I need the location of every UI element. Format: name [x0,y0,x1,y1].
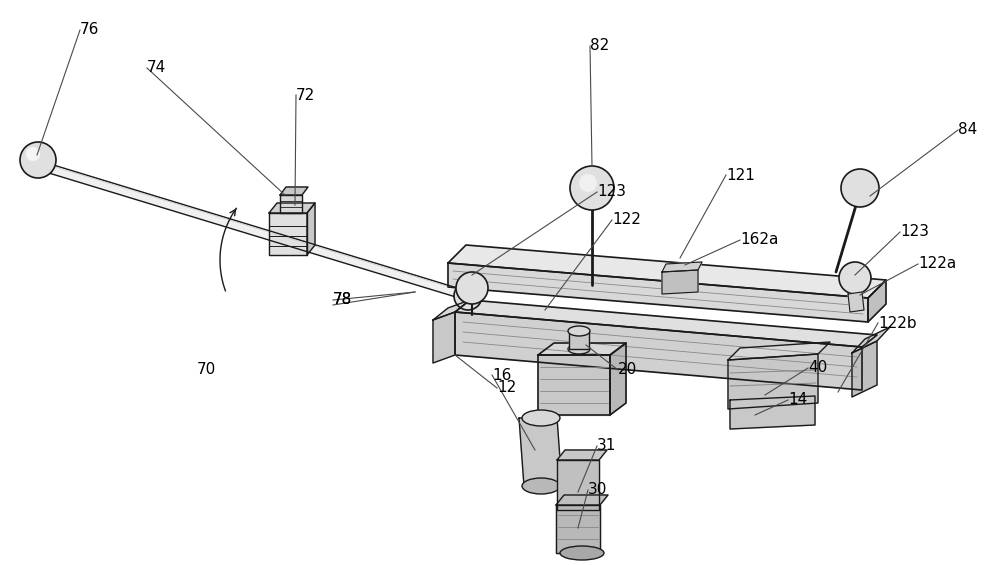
Text: 76: 76 [80,23,99,37]
Polygon shape [728,354,818,409]
Circle shape [20,142,56,178]
Polygon shape [307,203,315,255]
Polygon shape [662,270,698,294]
Circle shape [454,282,482,310]
Text: 20: 20 [618,363,637,377]
Polygon shape [662,262,702,272]
Polygon shape [433,300,470,320]
Polygon shape [448,263,868,322]
Polygon shape [448,245,886,298]
Polygon shape [730,396,815,429]
Text: 122: 122 [612,212,641,228]
Text: 84: 84 [958,123,977,137]
Text: 40: 40 [808,360,827,376]
Polygon shape [852,327,890,353]
Text: 16: 16 [492,367,511,383]
Text: 31: 31 [597,438,616,454]
Polygon shape [433,312,455,363]
Polygon shape [852,341,877,397]
Text: 30: 30 [588,483,607,498]
Polygon shape [269,213,307,255]
Text: 123: 123 [597,185,626,199]
Polygon shape [280,187,308,195]
Text: 82: 82 [590,38,609,54]
Circle shape [26,147,40,161]
Polygon shape [556,495,608,505]
Polygon shape [455,300,877,347]
Polygon shape [538,355,610,415]
Ellipse shape [568,344,590,354]
Polygon shape [37,160,469,301]
Text: 12: 12 [497,380,516,395]
Text: 78: 78 [333,293,352,307]
Ellipse shape [522,478,560,494]
Polygon shape [557,450,607,460]
Text: 121: 121 [726,167,755,182]
Text: 162a: 162a [740,233,778,247]
Polygon shape [868,280,886,322]
Polygon shape [848,292,864,312]
Polygon shape [557,460,599,510]
Polygon shape [280,195,302,213]
Polygon shape [538,343,626,355]
Text: 122a: 122a [918,257,956,272]
Polygon shape [519,418,562,486]
Text: 78: 78 [333,293,352,307]
Circle shape [570,166,614,210]
Text: 123: 123 [900,224,929,240]
Circle shape [841,169,879,207]
Text: 122b: 122b [878,315,917,331]
Circle shape [579,174,597,192]
Ellipse shape [560,546,604,560]
Polygon shape [569,331,589,349]
Text: 70: 70 [197,363,216,377]
Polygon shape [269,203,315,213]
Text: 74: 74 [147,60,166,76]
Circle shape [839,262,871,294]
Polygon shape [556,505,600,553]
Text: 72: 72 [296,88,315,102]
Polygon shape [455,312,862,390]
Polygon shape [610,343,626,415]
Text: 14: 14 [788,393,807,407]
Circle shape [456,272,488,304]
Ellipse shape [568,326,590,336]
Ellipse shape [522,410,560,426]
Polygon shape [728,342,830,360]
